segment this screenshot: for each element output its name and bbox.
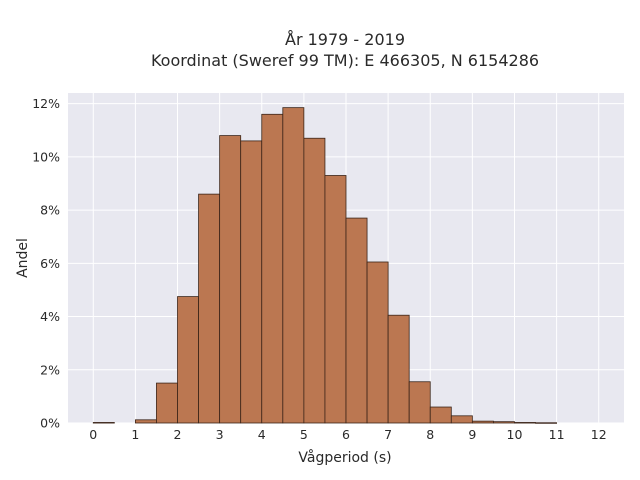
histogram-bar bbox=[429, 406, 452, 424]
histogram-bar bbox=[366, 261, 389, 424]
y-tick-label: 6% bbox=[40, 256, 60, 271]
histogram-bar bbox=[261, 113, 284, 424]
x-tick-label: 1 bbox=[131, 427, 139, 442]
x-tick-label: 7 bbox=[384, 427, 392, 442]
x-tick-label: 5 bbox=[300, 427, 308, 442]
x-tick-label: 4 bbox=[258, 427, 266, 442]
y-tick-label: 4% bbox=[40, 309, 60, 324]
x-tick-label: 10 bbox=[507, 427, 523, 442]
histogram-bar bbox=[240, 140, 263, 424]
histogram-bar bbox=[345, 217, 368, 424]
y-tick-label: 0% bbox=[40, 416, 60, 431]
histogram-bar bbox=[471, 420, 494, 424]
x-tick-labels: 0 1 2 3 4 5 6 7 8 9 10 11 12 bbox=[89, 427, 606, 442]
y-tick-label: 10% bbox=[32, 149, 60, 164]
y-tick-label: 2% bbox=[40, 362, 60, 377]
histogram-bar bbox=[134, 419, 157, 424]
histogram-bar bbox=[92, 422, 115, 424]
histogram-bar bbox=[156, 382, 178, 424]
histogram-bar bbox=[408, 381, 431, 424]
histogram-bar bbox=[282, 107, 305, 424]
x-tick-label: 3 bbox=[216, 427, 224, 442]
x-tick-label: 12 bbox=[591, 427, 607, 442]
y-tick-labels: 0% 2% 4% 6% 8% 10% 12% bbox=[32, 96, 60, 430]
histogram-bar bbox=[219, 135, 242, 424]
x-tick-label: 11 bbox=[549, 427, 565, 442]
x-axis-label: Vågperiod (s) bbox=[298, 449, 391, 466]
chart-title-line-2: Koordinat (Sweref 99 TM): E 466305, N 61… bbox=[151, 51, 539, 70]
histogram-bar bbox=[493, 421, 515, 424]
histogram-bar bbox=[303, 137, 326, 424]
y-tick-label: 12% bbox=[32, 96, 60, 111]
chart-title-line-1: År 1979 - 2019 bbox=[285, 30, 405, 49]
histogram-bar bbox=[535, 422, 558, 424]
histogram-bar bbox=[324, 175, 347, 424]
y-tick-label: 8% bbox=[40, 203, 60, 218]
histogram-bar bbox=[198, 193, 221, 424]
bars bbox=[92, 107, 558, 424]
x-tick-label: 8 bbox=[426, 427, 434, 442]
histogram-bar bbox=[450, 415, 473, 424]
histogram-bar bbox=[177, 296, 199, 424]
x-tick-label: 9 bbox=[468, 427, 476, 442]
histogram-bar bbox=[387, 314, 410, 424]
x-tick-label: 2 bbox=[174, 427, 182, 442]
histogram-bar bbox=[514, 422, 536, 424]
y-axis-label: Andel bbox=[15, 238, 31, 278]
x-tick-label: 0 bbox=[89, 427, 97, 442]
x-tick-label: 6 bbox=[342, 427, 350, 442]
